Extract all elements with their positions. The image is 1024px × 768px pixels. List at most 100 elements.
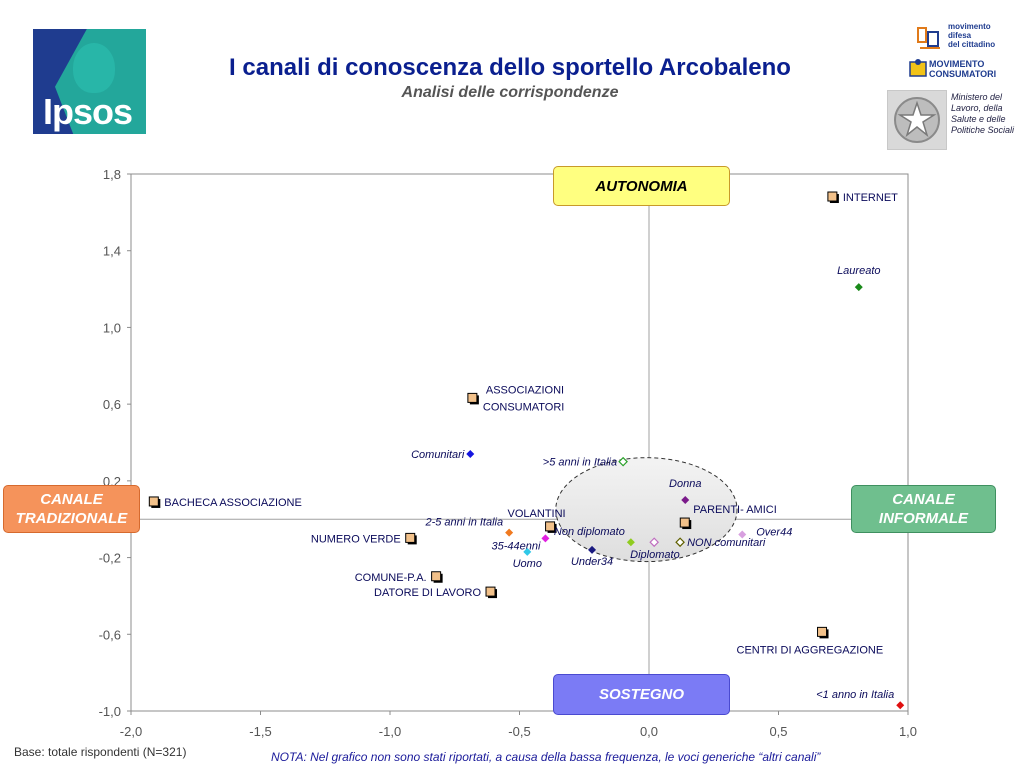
segment-marker bbox=[466, 450, 475, 459]
mdc-text: movimento difesa del cittadino bbox=[948, 22, 995, 49]
ipsos-logo-head bbox=[73, 43, 115, 93]
channel-label: INTERNET bbox=[843, 192, 898, 204]
ministero-text: Ministero del Lavoro, della Salute e del… bbox=[951, 92, 1015, 135]
plot-frame bbox=[130, 173, 909, 712]
segment-point: Diplomato bbox=[630, 537, 680, 561]
quadrant-canale-informale: CANALE INFORMALE bbox=[851, 485, 996, 533]
ipsos-logo: Ipsos bbox=[33, 29, 146, 134]
channel-point: CENTRI DI AGGREGAZIONE bbox=[737, 626, 884, 656]
segment-point: >5 anni in Italia bbox=[543, 457, 628, 469]
channel-marker bbox=[405, 532, 416, 543]
cluster-ellipse bbox=[555, 457, 738, 563]
segment-marker bbox=[896, 701, 905, 710]
segment-label: Diplomato bbox=[630, 549, 680, 561]
channel-point: BACHECA ASSOCIAZIONE bbox=[148, 496, 302, 509]
segment-marker bbox=[541, 534, 550, 543]
segment-point: Comunitari bbox=[411, 449, 475, 461]
segment-point: 35-44enni bbox=[491, 534, 550, 552]
channel-point: ASSOCIAZIONI CONSUMATORI bbox=[467, 384, 565, 413]
channel-marker bbox=[545, 521, 556, 532]
base-note: Base: totale rispondenti (N=321) bbox=[14, 745, 187, 759]
segment-point: 2-5 anni in Italia bbox=[424, 517, 514, 537]
segment-point: Uomo bbox=[513, 547, 542, 570]
segment-label: Comunitari bbox=[411, 449, 465, 461]
channel-marker bbox=[817, 626, 828, 637]
segment-label: 35-44enni bbox=[491, 540, 540, 552]
channel-label: PARENTI- AMICI bbox=[693, 504, 777, 516]
segment-point: <1 anno in Italia bbox=[816, 689, 905, 710]
ellipse-layer bbox=[555, 457, 738, 563]
mdc-line-2: difesa bbox=[948, 31, 972, 40]
segment-label: Under34 bbox=[571, 556, 613, 568]
mdc-mark-icon bbox=[917, 27, 940, 49]
channel-point: INTERNET bbox=[827, 191, 898, 204]
y-tick-label: 0,6 bbox=[103, 397, 121, 412]
quadrant-sostegno: SOSTEGNO bbox=[553, 674, 730, 715]
channel-label: NUMERO VERDE bbox=[311, 533, 401, 545]
segment-marker bbox=[675, 537, 685, 548]
y-tick-label: -0,2 bbox=[99, 551, 121, 566]
ministero-seal bbox=[887, 90, 947, 150]
channel-marker bbox=[485, 586, 496, 597]
segment-marker bbox=[505, 528, 514, 537]
channel-label: COMUNE-P.A. bbox=[355, 572, 427, 584]
segment-marker bbox=[523, 547, 532, 556]
movimento-difesa-logo: movimento difesa del cittadino bbox=[916, 22, 996, 52]
segments-layer: Laureato Comunitari >5 anni in Italia Donna… bbox=[411, 265, 905, 710]
segment-label: Donna bbox=[669, 478, 701, 490]
quadrant-canale-tradizionale: CANALE TRADIZIONALE bbox=[3, 485, 140, 533]
segment-marker bbox=[626, 538, 635, 547]
channel-marker bbox=[467, 392, 478, 403]
footnote: NOTA: Nel grafico non sono stati riporta… bbox=[271, 750, 821, 764]
segment-marker bbox=[588, 545, 597, 554]
channels-layer: INTERNET ASSOCIAZIONI CONSUMATORI BACHECA A… bbox=[148, 191, 898, 656]
quadrant-autonomia: AUTONOMIA bbox=[553, 166, 730, 206]
segment-point: Non diplomato bbox=[554, 526, 635, 547]
channel-point: DATORE DI LAVORO bbox=[374, 586, 498, 599]
mdc-line-1: movimento bbox=[948, 22, 991, 31]
channel-label: VOLANTINI bbox=[508, 508, 566, 520]
page-subtitle: Analisi delle corrispondenze bbox=[401, 84, 619, 101]
x-tick-label: -1,0 bbox=[379, 724, 401, 739]
channel-marker bbox=[148, 496, 159, 507]
y-tick-label: -1,0 bbox=[99, 704, 121, 719]
segment-label: 2-5 anni in Italia bbox=[424, 517, 503, 529]
channel-label: CONSUMATORI bbox=[483, 401, 565, 413]
page-title: I canali di conoscenza dello sportello A… bbox=[229, 54, 791, 81]
x-tick-label: 1,0 bbox=[899, 724, 917, 739]
mc-mark-icon bbox=[909, 59, 927, 77]
segment-marker bbox=[681, 496, 690, 505]
x-tick-label: 0,0 bbox=[640, 724, 658, 739]
segment-label: >5 anni in Italia bbox=[543, 457, 617, 469]
axes-layer: -2,0 -1,5 -1,0 -0,5 0,0 0,5 1,01,81,41,00,60,2… bbox=[99, 167, 917, 739]
segment-marker bbox=[854, 283, 863, 292]
x-tick-label: -1,5 bbox=[249, 724, 271, 739]
mc-line-2: CONSUMATORI bbox=[929, 69, 997, 79]
italian-emblem-icon bbox=[894, 97, 940, 143]
x-tick-label: -0,5 bbox=[508, 724, 530, 739]
segment-label: Over44 bbox=[756, 527, 792, 539]
x-tick-label: -2,0 bbox=[120, 724, 142, 739]
x-tick-label: 0,5 bbox=[769, 724, 787, 739]
channel-point: COMUNE-P.A. bbox=[355, 571, 443, 584]
ipsos-logo-text: Ipsos bbox=[43, 91, 133, 132]
channel-point: PARENTI- AMICI bbox=[679, 504, 777, 530]
channel-label: CENTRI DI AGGREGAZIONE bbox=[737, 644, 884, 656]
y-tick-label: 1,8 bbox=[103, 167, 121, 182]
segment-point: NON comunitari bbox=[675, 537, 766, 549]
segment-marker bbox=[738, 530, 747, 539]
segment-point: Donna bbox=[669, 478, 701, 505]
mc-line-1: MOVIMENTO bbox=[929, 59, 985, 69]
segment-point: Over44 bbox=[738, 527, 792, 539]
segment-label: Laureato bbox=[837, 265, 880, 277]
y-tick-label: -0,6 bbox=[99, 627, 121, 642]
channel-label: BACHECA ASSOCIAZIONE bbox=[164, 497, 302, 509]
channel-marker bbox=[679, 517, 690, 528]
channel-point: VOLANTINI bbox=[508, 508, 566, 533]
mc-text: MOVIMENTO CONSUMATORI bbox=[929, 59, 996, 79]
movimento-consumatori-logo: MOVIMENTO CONSUMATORI bbox=[909, 56, 1009, 82]
channel-marker bbox=[431, 571, 442, 582]
segment-point: Laureato bbox=[837, 265, 881, 292]
segment-label: Non diplomato bbox=[554, 526, 625, 538]
